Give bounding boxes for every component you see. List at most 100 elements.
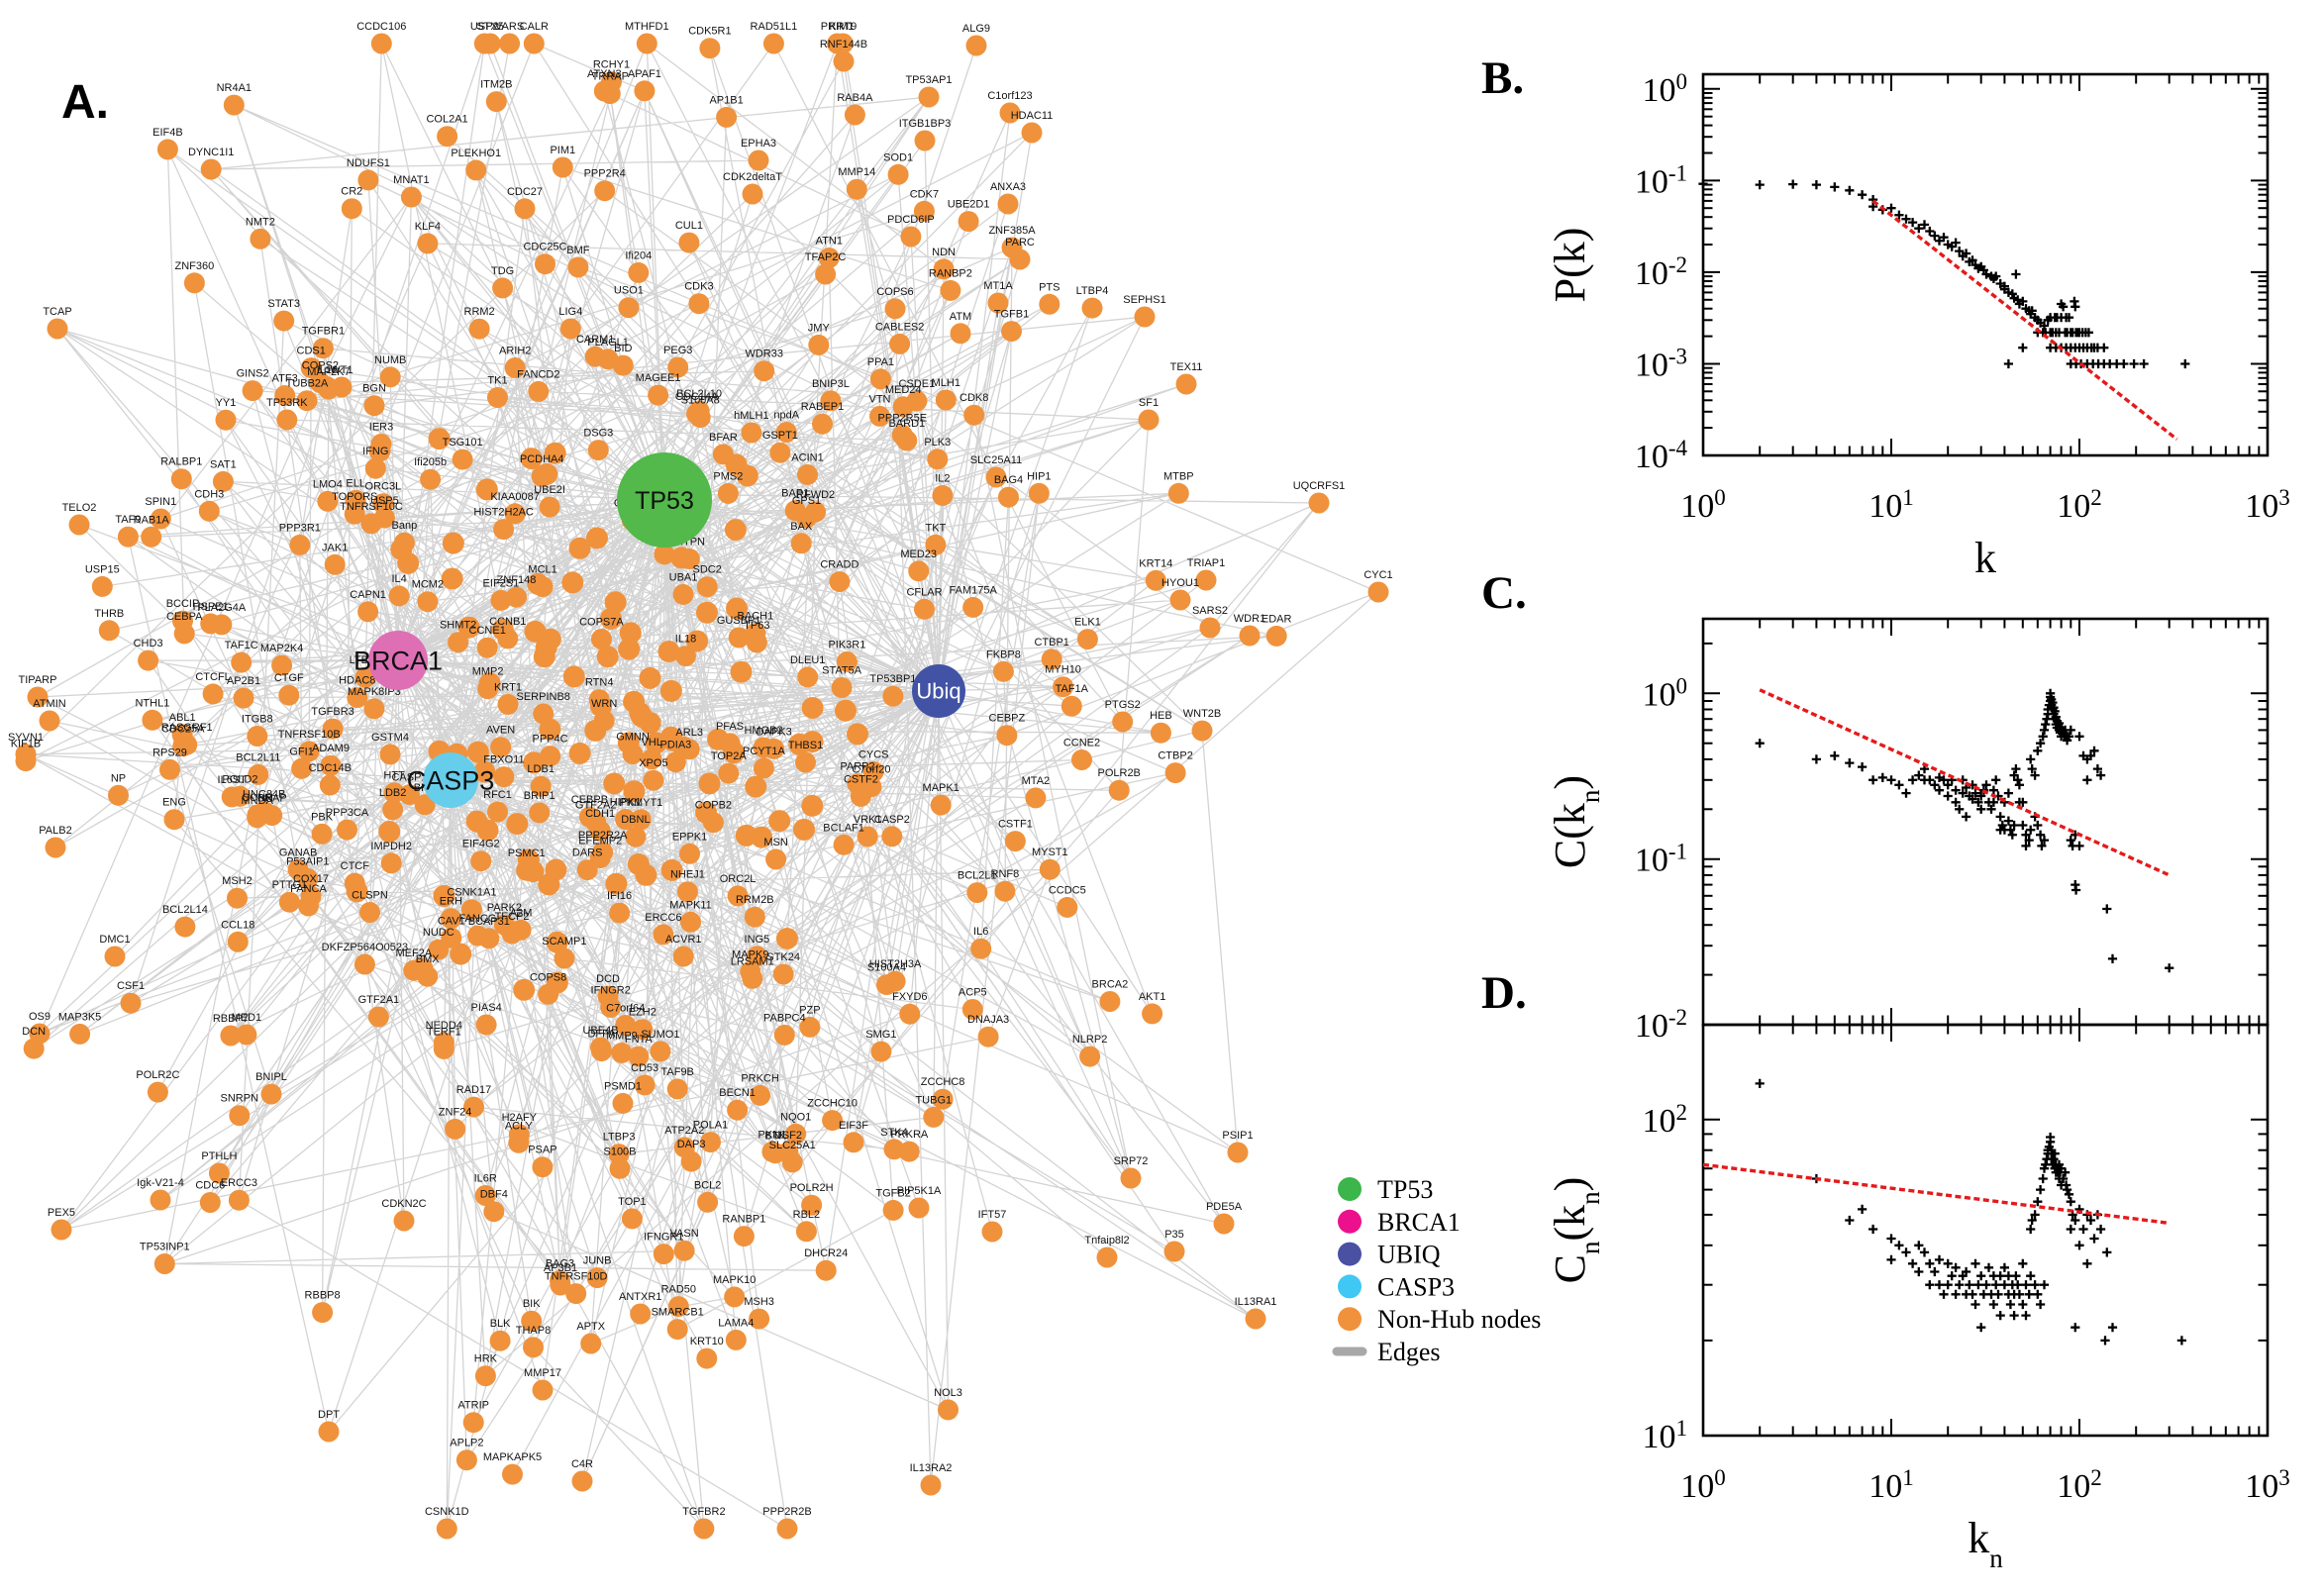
svg-text:P35: P35 <box>1164 1229 1184 1241</box>
svg-text:CDS1: CDS1 <box>297 346 326 357</box>
svg-text:ITGB8: ITGB8 <box>242 714 273 726</box>
svg-text:GMNN: GMNN <box>616 732 650 744</box>
svg-text:MEF2A: MEF2A <box>396 948 433 959</box>
svg-text:FANCD2: FANCD2 <box>517 368 559 380</box>
svg-text:KLF4: KLF4 <box>415 221 441 233</box>
svg-text:NTHL1: NTHL1 <box>135 697 169 709</box>
chart-C-frame <box>1701 617 2270 1027</box>
svg-text:MAP2K4: MAP2K4 <box>260 643 303 654</box>
svg-text:CFLAR: CFLAR <box>906 586 942 598</box>
hub-node-CASP3 <box>423 752 478 808</box>
svg-text:MAPK8IP3: MAPK8IP3 <box>348 686 401 698</box>
svg-text:Igk-V21-4: Igk-V21-4 <box>137 1177 184 1189</box>
legend-swatch-BRCA1 <box>1338 1209 1362 1234</box>
svg-text:HSPE1: HSPE1 <box>193 601 229 613</box>
svg-text:POLD2: POLD2 <box>222 773 257 785</box>
svg-text:MAPK1: MAPK1 <box>923 782 960 794</box>
svg-text:PSMD1: PSMD1 <box>604 1080 642 1092</box>
svg-text:IL6R: IL6R <box>474 1173 497 1185</box>
svg-text:PPP2R4: PPP2R4 <box>584 168 626 180</box>
svg-text:CCL18: CCL18 <box>221 919 254 931</box>
svg-text:NLRP2: NLRP2 <box>1072 1034 1107 1046</box>
svg-text:EPPK1: EPPK1 <box>672 831 707 843</box>
svg-text:MSH2: MSH2 <box>222 875 252 887</box>
svg-text:FNTA: FNTA <box>625 1034 654 1046</box>
svg-text:TRIAP1: TRIAP1 <box>1187 557 1226 569</box>
svg-text:THRB: THRB <box>94 608 124 620</box>
svg-text:RBBP7: RBBP7 <box>213 1013 249 1025</box>
svg-text:Ifi205b: Ifi205b <box>414 456 447 468</box>
svg-text:MCM2: MCM2 <box>412 579 444 591</box>
svg-text:10-1: 10-1 <box>1635 839 1687 879</box>
svg-text:THAP8: THAP8 <box>516 1325 551 1337</box>
svg-text:SMARCB1: SMARCB1 <box>652 1307 704 1319</box>
svg-text:LDB1: LDB1 <box>527 763 555 775</box>
svg-text:TGFBR2: TGFBR2 <box>682 1506 725 1518</box>
svg-text:IFI16: IFI16 <box>607 890 632 902</box>
svg-text:TAF9: TAF9 <box>115 514 141 526</box>
svg-text:MAP3K5: MAP3K5 <box>58 1011 101 1023</box>
chart-C-ticks <box>1702 619 2269 1026</box>
svg-text:STAT5A: STAT5A <box>822 665 862 677</box>
svg-text:ADAM9: ADAM9 <box>312 743 350 754</box>
svg-text:NR4A1: NR4A1 <box>217 82 252 94</box>
svg-text:RAB4A: RAB4A <box>837 92 873 104</box>
svg-text:BMX: BMX <box>416 953 441 965</box>
svg-text:DARS: DARS <box>572 848 603 859</box>
svg-text:DKFZP564O0523: DKFZP564O0523 <box>322 942 408 953</box>
svg-text:ACP5: ACP5 <box>959 987 987 999</box>
network-nodes <box>15 33 1389 1540</box>
svg-text:EDAR: EDAR <box>1262 613 1292 625</box>
svg-text:PPP2R2B: PPP2R2B <box>762 1506 812 1518</box>
svg-text:HDAC11: HDAC11 <box>1011 110 1054 122</box>
svg-text:VASN: VASN <box>670 1228 699 1240</box>
svg-text:MMP2: MMP2 <box>472 666 504 678</box>
svg-text:ACLY: ACLY <box>505 1120 534 1132</box>
svg-text:PABPC4: PABPC4 <box>763 1012 806 1024</box>
svg-text:P53AIP1: P53AIP1 <box>286 856 329 868</box>
legend-swatch-Non-Hub nodes <box>1338 1307 1362 1332</box>
svg-text:MTBP: MTBP <box>1163 470 1194 482</box>
svg-text:KRT10: KRT10 <box>690 1336 724 1347</box>
svg-text:TCAP: TCAP <box>43 306 71 318</box>
svg-text:PPP3CA: PPP3CA <box>326 807 369 819</box>
svg-text:PDE5A: PDE5A <box>1206 1201 1243 1213</box>
svg-text:DFFA: DFFA <box>587 1029 616 1041</box>
svg-text:WNT2B: WNT2B <box>1183 708 1222 720</box>
svg-text:Banp: Banp <box>392 520 418 532</box>
svg-text:PRKCH: PRKCH <box>741 1072 779 1084</box>
svg-text:DAPK3: DAPK3 <box>757 726 792 738</box>
chart-B-fit-line <box>1871 199 2178 442</box>
svg-text:COL2A1: COL2A1 <box>426 114 467 126</box>
svg-text:PDCD6IP: PDCD6IP <box>887 214 935 226</box>
svg-text:STK24: STK24 <box>766 951 800 963</box>
svg-text:CTBP1: CTBP1 <box>1034 637 1068 648</box>
svg-text:WDR33: WDR33 <box>745 349 783 360</box>
svg-text:SNRPN: SNRPN <box>221 1093 259 1105</box>
svg-text:HIST2H3A: HIST2H3A <box>869 958 922 970</box>
svg-text:EIF2S1: EIF2S1 <box>483 577 520 589</box>
svg-text:IFNGR1: IFNGR1 <box>644 1232 683 1244</box>
svg-text:TNFRSF10D: TNFRSF10D <box>545 1271 608 1283</box>
svg-text:GSTM4: GSTM4 <box>371 732 409 744</box>
svg-text:YY1: YY1 <box>216 397 237 409</box>
svg-text:TDG: TDG <box>491 265 514 277</box>
svg-text:CRADD: CRADD <box>820 559 858 571</box>
chart-D-ylabel: Cn(kn) <box>1546 1177 1605 1284</box>
svg-text:ERCC3: ERCC3 <box>221 1177 257 1189</box>
svg-text:BTK: BTK <box>764 1131 786 1143</box>
svg-text:FAM175A: FAM175A <box>950 584 998 596</box>
svg-text:EIF4G2: EIF4G2 <box>462 839 500 850</box>
svg-text:DPT: DPT <box>318 1409 340 1421</box>
svg-text:BCCIP: BCCIP <box>166 598 200 610</box>
hub-node-Ubiq <box>912 664 965 718</box>
svg-text:ACIN1: ACIN1 <box>791 451 823 463</box>
svg-text:IL18: IL18 <box>675 634 696 646</box>
svg-text:CDK8: CDK8 <box>960 392 988 404</box>
svg-text:COPS8: COPS8 <box>530 971 566 983</box>
svg-text:TK1: TK1 <box>487 375 507 387</box>
svg-text:SPIN1: SPIN1 <box>145 496 176 508</box>
svg-text:RRM2: RRM2 <box>464 306 495 318</box>
svg-text:TEX11: TEX11 <box>1170 361 1203 373</box>
